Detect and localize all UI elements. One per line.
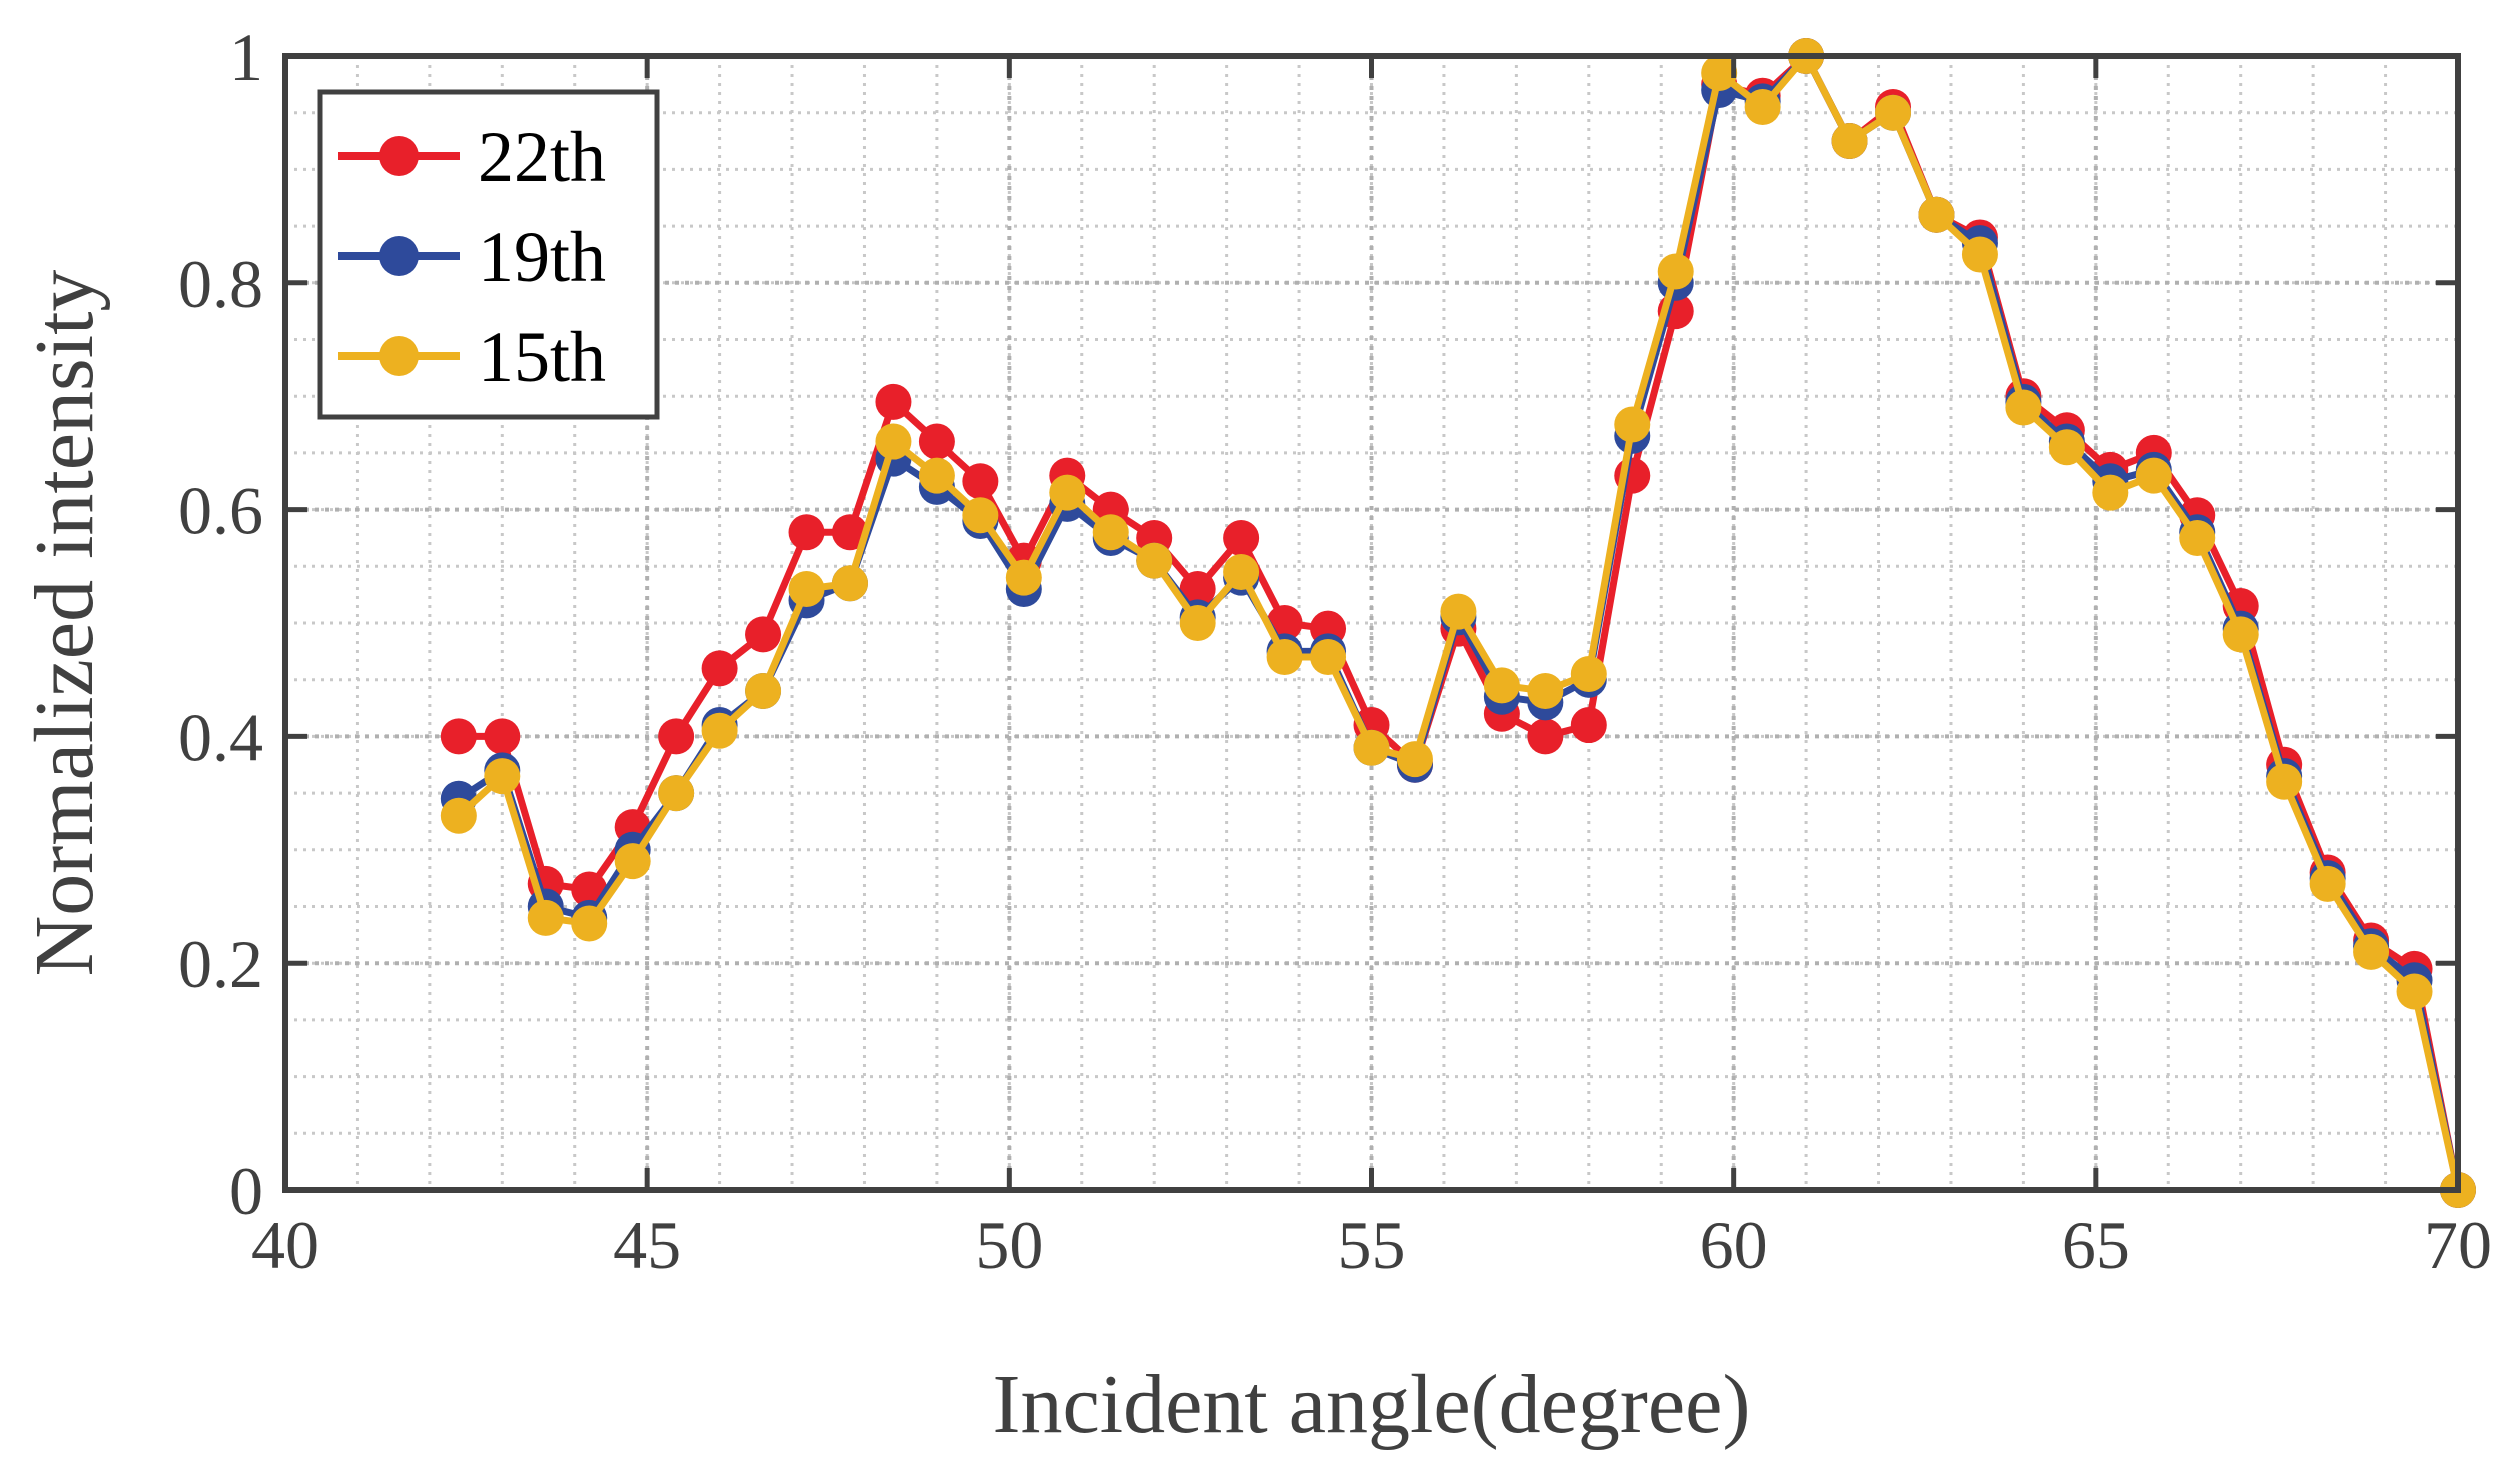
data-point-15th	[2135, 457, 2172, 494]
y-tick-label: 0.4	[178, 699, 263, 775]
data-point-22th	[1179, 570, 1216, 607]
data-point-15th	[1657, 253, 1694, 290]
data-point-15th	[2092, 474, 2129, 511]
data-point-15th	[1831, 123, 1868, 160]
x-tick-label: 45	[613, 1207, 681, 1283]
x-axis-title: Incident angle(degree)	[993, 1358, 1751, 1451]
legend-marker-19th	[379, 236, 419, 276]
data-point-15th	[1266, 639, 1303, 676]
legend-item-19th: 19th	[338, 217, 606, 297]
legend-marker-15th	[379, 336, 419, 376]
x-tick-label: 60	[1700, 1207, 1768, 1283]
data-point-15th	[918, 457, 955, 494]
data-point-15th	[875, 423, 912, 460]
data-point-15th	[1744, 89, 1781, 126]
data-series	[440, 38, 2476, 1208]
legend-item-22th: 22th	[338, 117, 606, 197]
data-point-22th	[831, 514, 868, 551]
data-point-15th	[2353, 933, 2390, 970]
data-point-15th	[788, 570, 825, 607]
data-point-15th	[1527, 673, 1564, 710]
data-point-15th	[1614, 406, 1651, 443]
tick-labels: 40 45 50 55 60 65 70 0 0.2 0.4 0.6 0.8 1	[178, 19, 2492, 1283]
axis-ticks	[282, 53, 2461, 1193]
data-point-15th	[2048, 429, 2085, 466]
data-point-15th	[1701, 55, 1738, 92]
x-tick-label: 55	[1338, 1207, 1406, 1283]
data-point-22th	[918, 423, 955, 460]
legend-label-15th: 15th	[478, 317, 606, 397]
data-point-15th	[1179, 605, 1216, 641]
x-tick-label: 40	[251, 1207, 319, 1283]
data-point-22th	[875, 383, 912, 420]
x-tick-label: 65	[2062, 1207, 2130, 1283]
data-point-15th	[1440, 593, 1477, 630]
data-point-22th	[1570, 707, 1607, 744]
data-point-15th	[571, 905, 608, 942]
data-point-15th	[745, 673, 782, 710]
data-point-15th	[2179, 519, 2216, 556]
y-tick-label: 0	[229, 1153, 263, 1229]
data-point-15th	[1005, 559, 1042, 596]
legend-marker-22th	[379, 136, 419, 176]
y-tick-label: 0.2	[178, 926, 263, 1002]
data-point-22th	[484, 718, 521, 755]
data-point-15th	[1353, 729, 1390, 766]
data-point-15th	[2309, 865, 2346, 902]
data-point-15th	[962, 497, 999, 534]
data-point-15th	[2005, 389, 2042, 426]
data-point-15th	[614, 843, 651, 880]
data-point-22th	[1527, 718, 1564, 755]
data-point-15th	[1483, 667, 1520, 704]
data-point-15th	[527, 899, 564, 936]
x-tick-label: 50	[975, 1207, 1043, 1283]
data-point-15th	[1918, 196, 1955, 233]
data-point-22th	[745, 616, 782, 653]
legend-label-22th: 22th	[478, 117, 606, 197]
y-tick-label: 0.6	[178, 473, 263, 549]
x-tick-label: 70	[2424, 1207, 2492, 1283]
data-point-15th	[1310, 639, 1347, 676]
y-tick-label: 0.8	[178, 246, 263, 322]
data-point-15th	[1092, 514, 1129, 551]
legend-label-19th: 19th	[478, 217, 606, 297]
data-point-15th	[484, 758, 521, 795]
data-point-15th	[1049, 474, 1086, 511]
data-point-15th	[2266, 763, 2303, 800]
data-point-22th	[1223, 519, 1260, 556]
data-point-15th	[1570, 656, 1607, 693]
data-point-15th	[831, 565, 868, 602]
data-point-22th	[658, 718, 695, 755]
data-point-15th	[1396, 741, 1433, 778]
data-point-15th	[701, 712, 738, 749]
data-point-15th	[2222, 616, 2259, 653]
data-point-15th	[1961, 236, 1998, 273]
data-point-15th	[1875, 94, 1912, 131]
data-point-15th	[2396, 973, 2433, 1010]
legend-item-15th: 15th	[338, 317, 606, 397]
data-point-22th	[440, 718, 477, 755]
data-point-15th	[1136, 542, 1173, 579]
y-axis-title: Normalized intensity	[18, 270, 111, 977]
data-point-22th	[962, 463, 999, 500]
data-point-15th	[440, 797, 477, 834]
data-point-22th	[701, 650, 738, 687]
data-point-22th	[788, 514, 825, 551]
y-tick-label: 1	[229, 19, 263, 95]
data-point-15th	[1223, 553, 1260, 590]
data-point-15th	[658, 775, 695, 812]
legend: 22th 19th 15th	[317, 89, 660, 420]
